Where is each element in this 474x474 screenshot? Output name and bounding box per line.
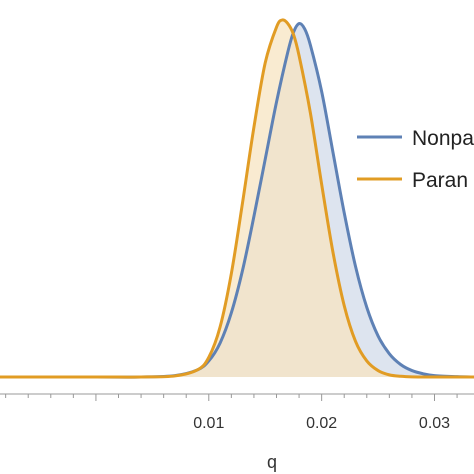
x-tick-label: 0.02 [306,415,337,432]
x-axis: 0.01 0.02 0.03 [0,393,474,432]
legend-label-2: Paran [412,169,468,192]
x-tick-label: 0.01 [193,415,224,432]
series-fills [0,19,474,378]
series-area-2 [0,19,474,378]
series-lines [0,18,474,379]
series-line-2 [0,18,474,379]
x-axis-label: q [267,452,277,472]
legend-label-1: Nonpa [412,127,474,150]
series-area-1 [0,23,474,378]
legend: Nonpa Paran [357,127,474,192]
x-tick-label: 0.03 [419,415,450,432]
